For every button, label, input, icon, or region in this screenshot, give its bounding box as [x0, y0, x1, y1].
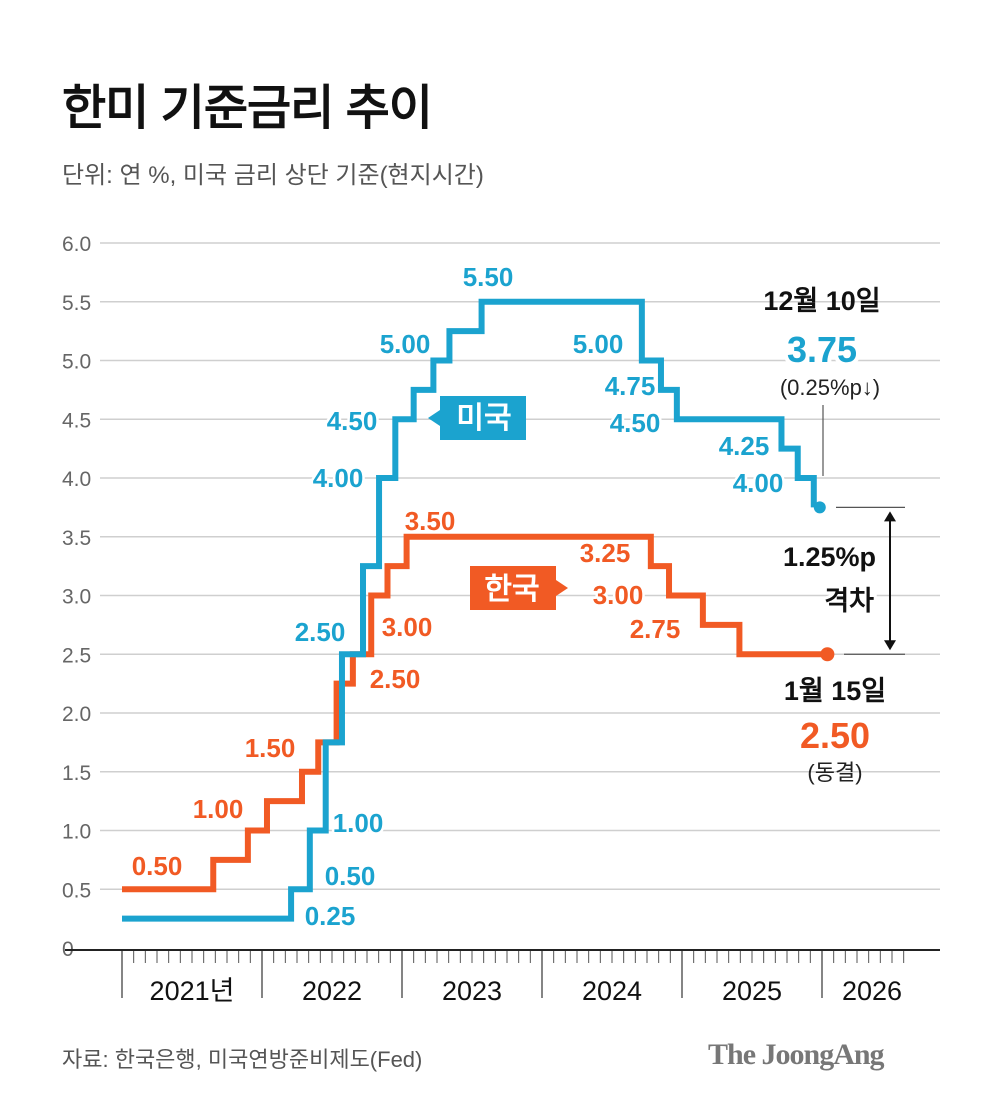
korea-data-label: 2.75: [630, 614, 681, 644]
y-tick-label: 5.0: [62, 351, 91, 374]
korea-data-label: 3.50: [405, 506, 456, 536]
y-tick-label: 0.5: [62, 879, 91, 902]
korea-data-label: 3.25: [580, 538, 631, 568]
x-tick-label: 2023: [442, 976, 502, 1006]
y-tick-label: 6.0: [62, 233, 91, 256]
korea-series-tag: [470, 566, 568, 610]
gap-arrow-down-icon: [884, 640, 896, 651]
chart-title: 한미 기준금리 추이: [62, 82, 433, 135]
gap-arrow-up-icon: [884, 511, 896, 522]
korea-latest-date: 1월 15일: [784, 676, 886, 706]
x-tick-label: 2021년: [150, 976, 235, 1006]
us-data-label: 4.00: [733, 468, 784, 498]
us-series-tag: [428, 396, 526, 440]
korea-data-label: 3.00: [593, 580, 644, 610]
us-rate-line: [122, 298, 817, 922]
y-tick-label: 4.0: [62, 468, 91, 491]
us-data-label: 4.50: [327, 406, 378, 436]
korea-data-label: 2.50: [370, 664, 421, 694]
us-latest-change: (0.25%p↓): [780, 375, 880, 400]
us-data-label: 0.25: [305, 901, 356, 931]
us-data-label: 4.00: [313, 463, 364, 493]
us-data-label: 4.25: [719, 431, 770, 461]
us-data-label: 5.00: [573, 329, 624, 359]
korea-data-label: 1.50: [245, 733, 296, 763]
us-data-label: 1.00: [333, 808, 384, 838]
gap-label: 격차: [824, 586, 874, 616]
us-latest-date: 12월 10일: [763, 286, 880, 316]
y-tick-label: 4.5: [62, 409, 91, 432]
korea-data-label: 3.00: [382, 612, 433, 642]
gap-value: 1.25%p: [783, 542, 876, 572]
y-tick-label: 1.5: [62, 762, 91, 785]
us-data-label: 5.00: [380, 329, 431, 359]
publisher-logo: The JoongAng: [708, 1038, 885, 1071]
x-tick-label: 2022: [302, 976, 362, 1006]
us-series-name: 미국: [456, 402, 511, 435]
us-data-label: 5.50: [463, 262, 514, 292]
y-tick-label: 3.0: [62, 586, 91, 609]
y-tick-label: 2.0: [62, 703, 91, 726]
chart-subtitle: 단위: 연 %, 미국 금리 상단 기준(현지시간): [62, 162, 484, 189]
y-tick-label: 3.5: [62, 527, 91, 550]
korea-latest-change: (동결): [807, 760, 862, 785]
us-data-label: 4.50: [610, 408, 661, 438]
y-tick-label: 5.5: [62, 292, 91, 315]
us-data-label: 0.50: [325, 861, 376, 891]
us-data-label: 4.75: [605, 371, 656, 401]
x-tick-label: 2024: [582, 976, 642, 1006]
x-tick-label: 2025: [722, 976, 782, 1006]
korea-series-name: 한국: [484, 573, 539, 606]
korea-latest-value: 2.50: [800, 715, 870, 756]
y-tick-label: 1.0: [62, 821, 91, 844]
us-data-label: 2.50: [295, 617, 346, 647]
y-tick-label: 2.5: [62, 644, 91, 667]
us-end-point: [813, 501, 826, 514]
us-latest-value: 3.75: [787, 329, 857, 370]
korea-data-label: 1.00: [193, 794, 244, 824]
korea-data-label: 0.50: [132, 851, 183, 881]
korea-end-point: [820, 647, 835, 662]
x-tick-label: 2026: [842, 976, 902, 1006]
source-note: 자료: 한국은행, 미국연방준비제도(Fed): [62, 1047, 423, 1072]
